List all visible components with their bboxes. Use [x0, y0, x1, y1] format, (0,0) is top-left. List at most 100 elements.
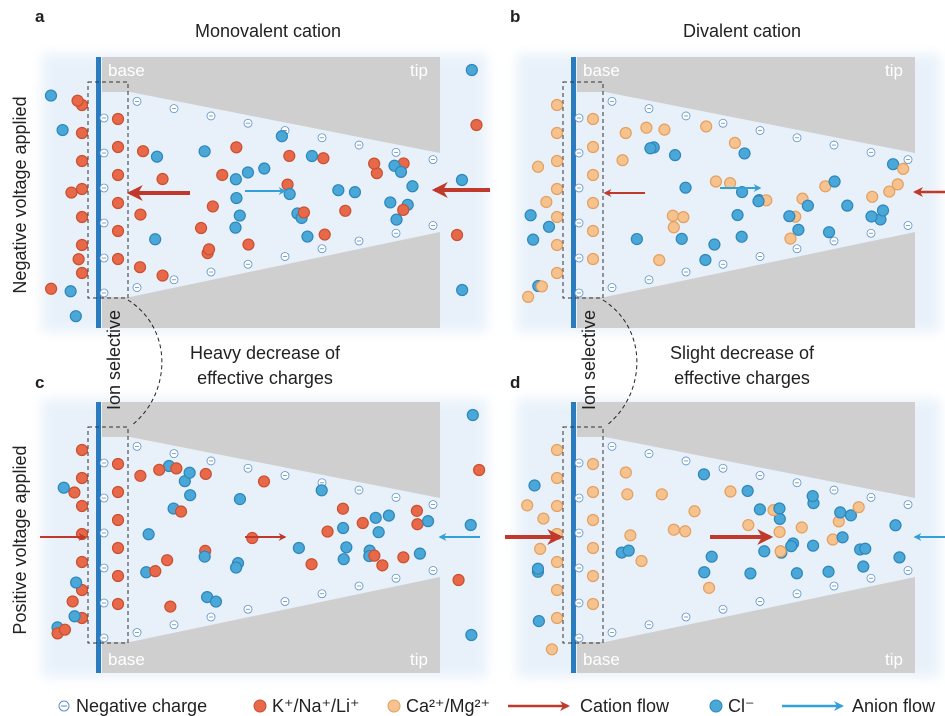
- base-label: base: [108, 650, 145, 669]
- panel-label: d: [510, 373, 520, 392]
- legend: Negative charge K⁺/Na⁺/Li⁺ Ca²⁺/Mg²⁺ Cat…: [58, 696, 936, 716]
- ion: [806, 489, 819, 503]
- panel: [40, 399, 487, 677]
- ion: [784, 232, 797, 245]
- ion: [75, 555, 89, 569]
- ion: [655, 488, 668, 501]
- ion: [455, 173, 469, 187]
- ion: [111, 140, 125, 154]
- ion: [332, 184, 345, 197]
- ion: [527, 233, 540, 246]
- ion: [111, 485, 125, 499]
- ion: [111, 168, 125, 182]
- ion: [542, 220, 556, 233]
- ion: [586, 541, 600, 555]
- column-title: Divalent cation: [683, 21, 801, 41]
- pore-wall: [102, 402, 440, 498]
- ion: [111, 457, 125, 471]
- ion: [183, 466, 196, 479]
- ion: [111, 224, 125, 238]
- ion: [876, 204, 890, 217]
- ion-selective-label: Ion selective: [579, 310, 599, 410]
- panel: [505, 399, 945, 677]
- electrode-segment: [571, 182, 575, 204]
- ion: [698, 566, 711, 579]
- ion: [897, 162, 910, 175]
- ion: [111, 569, 125, 583]
- ion: [149, 565, 162, 578]
- ion: [150, 150, 164, 163]
- ion: [473, 463, 486, 477]
- ion: [68, 610, 81, 623]
- ion: [198, 145, 211, 158]
- ion: [666, 209, 679, 222]
- ion: [550, 126, 564, 140]
- ion: [852, 501, 865, 514]
- dashed-arrow: [127, 299, 163, 426]
- ion: [866, 190, 879, 203]
- ion: [134, 469, 147, 482]
- ion: [368, 549, 381, 562]
- ion: [142, 528, 155, 541]
- legend-text: Cation flow: [580, 696, 670, 716]
- ion: [586, 224, 600, 238]
- ion: [836, 531, 849, 544]
- ion: [640, 121, 653, 134]
- ion: [413, 547, 427, 560]
- ion: [738, 147, 751, 160]
- ion: [202, 243, 216, 256]
- ion: [616, 154, 629, 167]
- ion: [886, 158, 900, 171]
- ion: [397, 551, 410, 564]
- ion: [257, 475, 271, 488]
- ion: [653, 253, 666, 267]
- ion: [315, 484, 328, 497]
- ion: [586, 252, 600, 266]
- pore-wall: [102, 577, 440, 673]
- ion: [241, 166, 255, 179]
- panel-label: b: [510, 7, 520, 26]
- ion: [702, 581, 716, 594]
- ion: [834, 506, 847, 519]
- ion: [679, 181, 692, 194]
- ion: [550, 471, 564, 485]
- panel-label: a: [35, 7, 45, 26]
- ion: [339, 204, 352, 217]
- ion: [376, 559, 389, 572]
- ion: [773, 525, 786, 539]
- ion: [828, 175, 841, 188]
- ion: [65, 186, 78, 199]
- ion: [464, 518, 477, 532]
- ion: [70, 576, 83, 589]
- ion: [229, 221, 242, 234]
- ion: [742, 518, 755, 532]
- electrode-segment: [571, 527, 575, 549]
- legend-symbol: [387, 699, 401, 713]
- ion: [161, 554, 174, 567]
- ion: [783, 210, 796, 223]
- electrode-segment: [571, 217, 575, 239]
- ion: [667, 221, 680, 234]
- ion: [724, 485, 737, 498]
- electrode-segment: [571, 457, 575, 479]
- ion: [133, 261, 147, 274]
- ion: [699, 253, 712, 267]
- ion: [369, 511, 382, 524]
- ion: [406, 180, 419, 193]
- ion: [619, 466, 632, 479]
- tip-label: tip: [885, 650, 903, 669]
- ion: [806, 539, 820, 552]
- note: effective charges: [197, 368, 333, 388]
- electrode-segment: [96, 252, 100, 274]
- ion: [524, 209, 537, 222]
- ion: [384, 196, 397, 209]
- ion: [75, 471, 89, 485]
- ion: [206, 200, 219, 213]
- ion: [111, 252, 125, 266]
- dashed-arrow: [602, 299, 638, 426]
- ion: [708, 238, 721, 251]
- ion: [758, 545, 771, 558]
- row-label: Negative voltage applied: [10, 96, 30, 293]
- base-label: base: [583, 61, 620, 80]
